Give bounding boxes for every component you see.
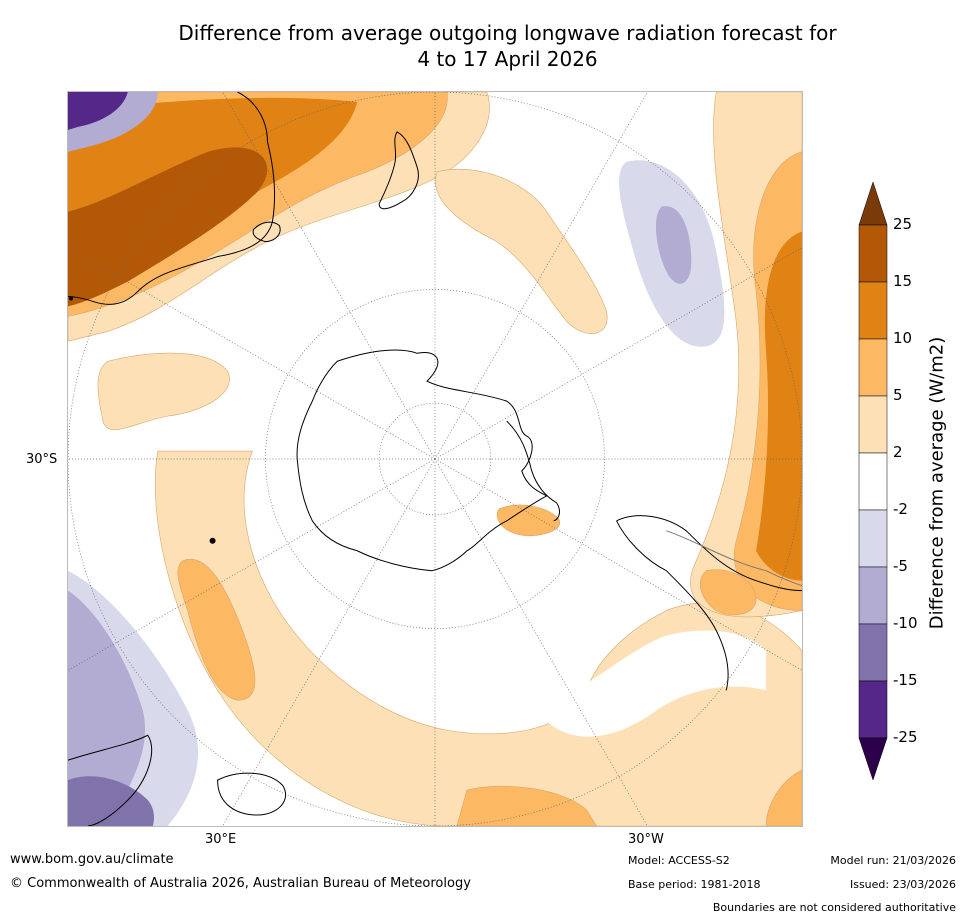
- colorbar-bin-5-10: [858, 338, 888, 397]
- tasmania-coastline: [252, 221, 281, 243]
- anomaly-light-orange-pacific-1: [435, 168, 608, 334]
- colorbar-title: Difference from average (W/m2): [926, 336, 948, 630]
- lon-label-30e: 30°E: [205, 832, 237, 847]
- madagascar-coastline: [217, 772, 287, 816]
- footer-copyright: © Commonwealth of Australia 2026, Austra…: [10, 876, 471, 891]
- colorbar-bin-neg5-neg10: [858, 566, 888, 625]
- anomaly-mid-purple-africa: [68, 776, 155, 826]
- colorbar-tick-neg25: -25: [893, 728, 918, 746]
- south-america-coastline: [616, 515, 802, 691]
- lat-label-30s: 30°S: [26, 452, 58, 467]
- small-island: [68, 296, 73, 301]
- colorbar-tick-2: 2: [893, 443, 903, 461]
- meridian-30e: [222, 458, 436, 826]
- latitude-circle-80: [378, 402, 492, 516]
- anomaly-brown-australia: [68, 147, 268, 307]
- colorbar-tick-neg15: -15: [893, 671, 918, 689]
- antarctica-coastline: [296, 349, 548, 572]
- anomaly-purple-pacific: [655, 206, 692, 284]
- footer-model-run: Model run: 21/03/2026: [830, 854, 956, 867]
- colorbar-tick-10: 10: [893, 329, 913, 347]
- anomaly-light-orange-ring: [154, 450, 802, 826]
- south-america-coastline-east: [666, 530, 802, 587]
- colorbar-tick-neg10: -10: [893, 614, 918, 632]
- colorbar-tick-neg2: -2: [893, 500, 908, 518]
- anomaly-light-orange-pacific-2: [97, 352, 230, 431]
- title-line-2: 4 to 17 April 2026: [417, 47, 598, 71]
- footer-base-period: Base period: 1981-2018: [628, 878, 761, 891]
- footer-model: Model: ACCESS-S2: [628, 854, 730, 867]
- colorbar-tick-neg5: -5: [893, 557, 908, 575]
- anomaly-dark-purple-corner: [68, 92, 128, 130]
- footer-url[interactable]: www.bom.gov.au/climate: [10, 852, 174, 867]
- africa-coastline: [68, 734, 153, 826]
- antarctic-peninsula: [506, 420, 560, 522]
- anomaly-orange-corner-br: [765, 769, 802, 826]
- colorbar-tick-25: 25: [893, 215, 913, 233]
- colorbar-bin-2-5: [858, 395, 888, 454]
- polar-map: [67, 91, 803, 827]
- meridian-30w: [434, 458, 648, 826]
- colorbar-tick-15: 15: [893, 272, 913, 290]
- colorbar-bin-neg15-neg25: [858, 680, 888, 739]
- footer-disclaimer: Boundaries are not considered authoritat…: [712, 901, 956, 914]
- kerguelen-island: [209, 537, 216, 544]
- neutral-patch: [536, 630, 767, 737]
- anomaly-orange-indian-ocean: [177, 558, 256, 701]
- anomaly-purple-africa: [68, 590, 146, 826]
- australia-coastline: [68, 92, 276, 305]
- footer-issued: Issued: 23/03/2026: [849, 878, 956, 891]
- title-line-1: Difference from average outgoing longwav…: [178, 21, 837, 45]
- colorbar-arrow-bottom: [858, 737, 888, 781]
- map-title: Difference from average outgoing longwav…: [60, 20, 955, 72]
- lon-label-30w: 30°W: [628, 832, 664, 847]
- colorbar: [858, 182, 888, 781]
- map-svg: [68, 92, 802, 826]
- anomaly-orange-southeast: [456, 785, 597, 826]
- latitude-circle-60: [265, 289, 605, 629]
- colorbar-bin-neg10-neg15: [858, 623, 888, 682]
- colorbar-arrow-top: [858, 182, 888, 226]
- colorbar-tick-5: 5: [893, 386, 903, 404]
- colorbar-bin-15-25: [858, 224, 888, 283]
- colorbar-bin-neg2-neg5: [858, 509, 888, 568]
- anomaly-orange-atlantic: [699, 569, 757, 616]
- meridian-150e: [222, 92, 436, 460]
- new-zealand-coastline: [378, 131, 419, 210]
- colorbar-bin-10-15: [858, 281, 888, 340]
- graticule: [68, 92, 802, 826]
- meridian-150w: [434, 92, 648, 460]
- anomaly-dark-orange-east: [756, 231, 802, 581]
- colorbar-bin-neutral: [858, 452, 888, 511]
